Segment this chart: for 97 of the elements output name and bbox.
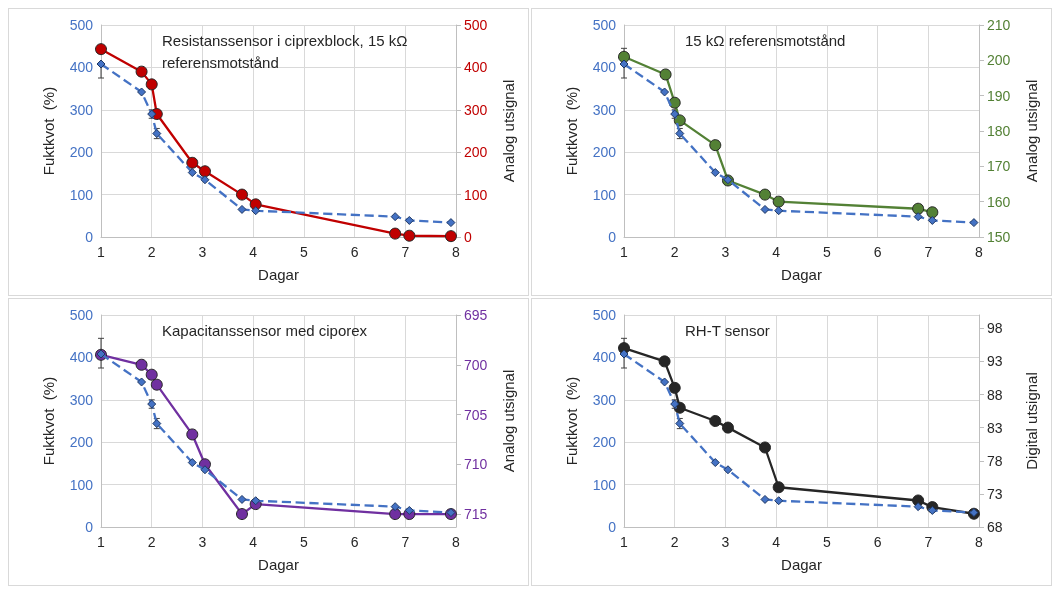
x-tick-label: 8	[452, 534, 461, 550]
y2-tick-label: 0	[464, 229, 472, 245]
y2-tick-label: 78	[987, 452, 1003, 469]
y-axis-title: Fuktkvot (%)	[563, 86, 580, 176]
y-tick-label: 300	[69, 391, 94, 408]
y-tick-label: 0	[85, 229, 94, 245]
x-tick-label: 4	[249, 244, 258, 260]
x-tick-label: 8	[975, 534, 984, 550]
x-tick-label: 1	[97, 244, 106, 260]
x-tick-label: 3	[721, 534, 730, 550]
x-axis-title: Dagar	[258, 556, 299, 573]
y-tick-label: 200	[69, 144, 94, 161]
x-tick-label: 4	[249, 534, 258, 550]
y-axis-title: Fuktkvot (%)	[40, 376, 57, 466]
y2-tick-label: 83	[987, 419, 1003, 436]
y2-axis-title: Analog utsignal	[500, 79, 517, 183]
y2-axis-title: Digital utsignal	[1023, 372, 1040, 470]
y-tick-label: 400	[592, 349, 617, 366]
chart-title: Kapacitanssensor med ciporex	[162, 321, 368, 339]
y-tick-label: 100	[69, 186, 94, 203]
x-tick-label: 2	[147, 244, 156, 260]
x-axis-title: Dagar	[781, 556, 822, 573]
y2-tick-label: 88	[987, 386, 1003, 403]
x-tick-label: 1	[97, 534, 106, 550]
x-tick-label: 7	[924, 244, 933, 260]
y2-tick-label: 180	[987, 123, 1011, 139]
x-tick-label: 6	[350, 244, 359, 260]
y2-tick-label: 190	[987, 87, 1011, 104]
y-tick-label: 0	[608, 519, 617, 535]
x-tick-label: 6	[873, 244, 882, 260]
x-tick-label: 2	[147, 534, 156, 550]
y-tick-label: 200	[69, 434, 94, 451]
y2-tick-label: 715	[464, 506, 488, 523]
x-tick-label: 7	[924, 534, 933, 550]
y2-tick-label: 170	[987, 158, 1011, 175]
y-tick-label: 500	[592, 17, 617, 33]
y-tick-label: 500	[69, 307, 94, 323]
x-tick-label: 5	[822, 244, 831, 260]
y2-tick-label: 98	[987, 320, 1003, 337]
y2-tick-label: 500	[464, 17, 488, 33]
y2-tick-label: 150	[987, 229, 1011, 245]
y2-tick-label: 200	[987, 52, 1011, 69]
y2-tick-label: 700	[464, 356, 488, 373]
y-tick-label: 200	[592, 144, 617, 161]
y-tick-label: 100	[69, 476, 94, 493]
x-tick-label: 7	[401, 534, 410, 550]
y-tick-label: 0	[85, 519, 94, 535]
y2-tick-label: 210	[987, 17, 1011, 33]
x-tick-label: 4	[772, 534, 781, 550]
x-tick-label: 3	[198, 534, 207, 550]
x-tick-label: 3	[198, 244, 207, 260]
y2-tick-label: 695	[464, 307, 488, 323]
y2-tick-label: 300	[464, 101, 488, 118]
y2-tick-label: 68	[987, 519, 1003, 535]
x-tick-label: 3	[721, 244, 730, 260]
chart-title: 15 kΩ referensmotstånd	[685, 31, 846, 49]
text: Resistanssensor i ciprexblock, 15 kΩ referensmotstånd	[162, 31, 412, 71]
y-tick-label: 300	[592, 101, 617, 118]
x-tick-label: 1	[620, 244, 629, 260]
y2-tick-label: 93	[987, 353, 1003, 370]
y-tick-label: 300	[69, 101, 94, 118]
y-tick-label: 100	[592, 476, 617, 493]
x-tick-label: 8	[975, 244, 984, 260]
y-tick-label: 300	[592, 391, 617, 408]
y-tick-label: 400	[592, 59, 617, 76]
y-tick-label: 0	[608, 229, 617, 245]
x-tick-label: 5	[822, 534, 831, 550]
y2-tick-label: 705	[464, 406, 488, 423]
y2-tick-label: 100	[464, 186, 488, 203]
chart-title: RH-T sensor	[685, 321, 770, 339]
y-tick-label: 400	[69, 349, 94, 366]
x-tick-label: 6	[350, 534, 359, 550]
x-tick-label: 1	[620, 534, 629, 550]
y2-tick-label: 400	[464, 59, 488, 76]
x-axis-title: Dagar	[258, 266, 299, 283]
y2-axis-title: Analog utsignal	[500, 369, 517, 473]
y-axis-title: Fuktkvot (%)	[40, 86, 57, 176]
x-tick-label: 7	[401, 244, 410, 260]
x-tick-label: 2	[670, 534, 679, 550]
x-axis-title: Dagar	[781, 266, 822, 283]
x-tick-label: 5	[299, 244, 308, 260]
y-tick-label: 100	[592, 186, 617, 203]
y2-tick-label: 73	[987, 485, 1003, 502]
y-tick-label: 400	[69, 59, 94, 76]
x-tick-label: 2	[670, 244, 679, 260]
y2-axis-title: Analog utsignal	[1023, 79, 1040, 183]
y2-tick-label: 160	[987, 193, 1011, 210]
y-tick-label: 200	[592, 434, 617, 451]
y-axis-title: Fuktkvot (%)	[563, 376, 580, 466]
y2-tick-label: 710	[464, 456, 488, 473]
x-tick-label: 4	[772, 244, 781, 260]
y-tick-label: 500	[69, 17, 94, 33]
x-tick-label: 5	[299, 534, 308, 550]
y-tick-label: 500	[592, 307, 617, 323]
y2-tick-label: 200	[464, 144, 488, 161]
x-tick-label: 6	[873, 534, 882, 550]
x-tick-label: 8	[452, 244, 461, 260]
